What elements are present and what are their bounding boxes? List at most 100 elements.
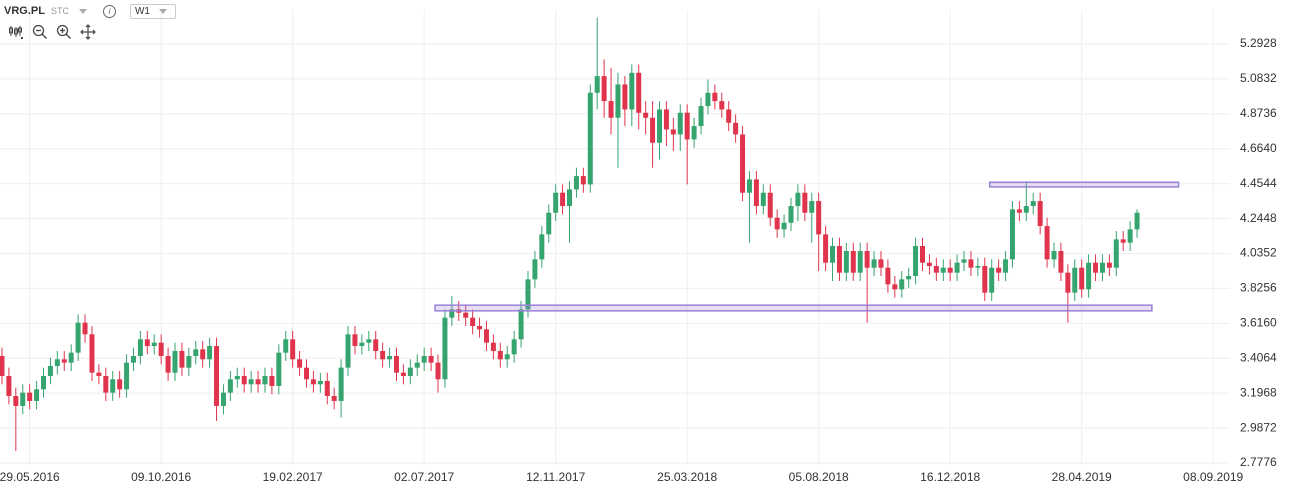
candle-body xyxy=(1003,259,1009,273)
y-tick-label: 3.4064 xyxy=(1240,350,1277,364)
candle-body xyxy=(746,179,752,193)
y-tick-label: 2.9872 xyxy=(1240,420,1277,434)
candle-body xyxy=(864,251,870,268)
candle-body xyxy=(781,222,787,230)
candle-body xyxy=(130,355,136,363)
source-dropdown[interactable] xyxy=(78,8,87,14)
candle-body xyxy=(380,350,386,360)
candle-body xyxy=(20,392,26,406)
candle-body xyxy=(1086,262,1092,290)
candle-body xyxy=(1072,267,1078,293)
candle-body xyxy=(407,367,413,376)
candle-body xyxy=(1037,201,1043,227)
candle-body xyxy=(47,365,53,376)
candle-body xyxy=(483,329,489,343)
candle-body xyxy=(1106,262,1112,268)
candle-body xyxy=(795,192,801,207)
candle-body xyxy=(643,112,649,118)
candle-body xyxy=(857,251,863,273)
candle-body xyxy=(774,217,780,230)
candle-body xyxy=(691,126,697,140)
candle-body xyxy=(0,355,5,376)
candle-body xyxy=(1051,251,1057,260)
toolbar xyxy=(8,24,96,40)
zone xyxy=(434,304,1153,312)
chart-type-tool[interactable] xyxy=(8,24,24,40)
candle-body xyxy=(961,259,967,263)
candle-body xyxy=(324,380,330,396)
candle-body xyxy=(366,339,372,343)
x-tick-label: 08.09.2019 xyxy=(1183,470,1243,484)
candle-body xyxy=(982,266,988,293)
candle-body xyxy=(650,117,656,143)
candle-body xyxy=(428,355,434,363)
candle-body xyxy=(885,267,891,285)
candle-body xyxy=(200,349,206,360)
candle-body xyxy=(234,375,240,380)
symbol[interactable]: VRG.PL xyxy=(4,5,45,17)
candle-body xyxy=(830,246,836,263)
x-tick-label: 12.11.2017 xyxy=(526,470,585,484)
candle-body xyxy=(760,192,766,207)
candle-body xyxy=(947,267,953,273)
candle-body xyxy=(144,339,150,346)
x-tick-label: 16.12.2018 xyxy=(920,470,980,484)
candle-body xyxy=(670,129,676,135)
candle-body xyxy=(968,259,974,268)
candle-body xyxy=(1009,209,1015,260)
candle-body xyxy=(193,349,199,356)
candle-body xyxy=(477,325,483,330)
candle-body xyxy=(75,322,81,353)
candle-body xyxy=(504,354,510,360)
candle-body xyxy=(525,279,531,310)
candle-body xyxy=(359,342,365,346)
candle-body xyxy=(338,367,344,401)
candle-body xyxy=(497,350,503,360)
candle-body xyxy=(1127,229,1133,243)
candle-body xyxy=(1079,267,1085,290)
candle-body xyxy=(297,359,303,368)
candle-body xyxy=(836,246,842,273)
candle-body xyxy=(400,372,406,376)
candle-body xyxy=(809,201,815,213)
candle-body xyxy=(421,355,427,363)
candle-body xyxy=(892,284,898,290)
candle-body xyxy=(1093,262,1099,273)
candle-body xyxy=(54,359,60,366)
candle-body xyxy=(214,345,220,406)
candle-body xyxy=(712,92,718,102)
zoom-in-tool[interactable] xyxy=(56,24,72,40)
zoom-out-tool[interactable] xyxy=(32,24,48,40)
candle-body xyxy=(705,92,711,107)
candle-body xyxy=(248,379,254,385)
timeframe-select[interactable]: W1 xyxy=(129,3,176,19)
candle-body xyxy=(262,375,268,385)
y-tick-label: 3.6160 xyxy=(1240,316,1277,330)
y-tick-label: 4.8736 xyxy=(1240,106,1277,120)
candle-body xyxy=(463,312,469,318)
candle-body xyxy=(767,192,773,218)
candle-body xyxy=(518,309,524,340)
candle-body xyxy=(601,76,607,102)
candle-body xyxy=(283,339,289,353)
candle-body xyxy=(137,339,143,356)
y-tick-label: 3.8256 xyxy=(1240,281,1277,295)
candle-body xyxy=(89,334,95,373)
candle-body xyxy=(117,379,123,390)
candle-body xyxy=(6,375,12,396)
candle-body xyxy=(740,134,746,193)
candle-body xyxy=(290,339,296,360)
candle-body xyxy=(393,355,399,373)
candle-body xyxy=(13,395,19,406)
candle-body xyxy=(567,189,573,207)
pan-tool[interactable] xyxy=(80,24,96,40)
candle-body xyxy=(1016,209,1022,213)
candle-body xyxy=(414,362,420,368)
candle-body xyxy=(1030,201,1036,207)
candle-body xyxy=(387,355,393,360)
candle-body xyxy=(1065,272,1071,293)
info-icon[interactable]: i xyxy=(102,4,116,18)
